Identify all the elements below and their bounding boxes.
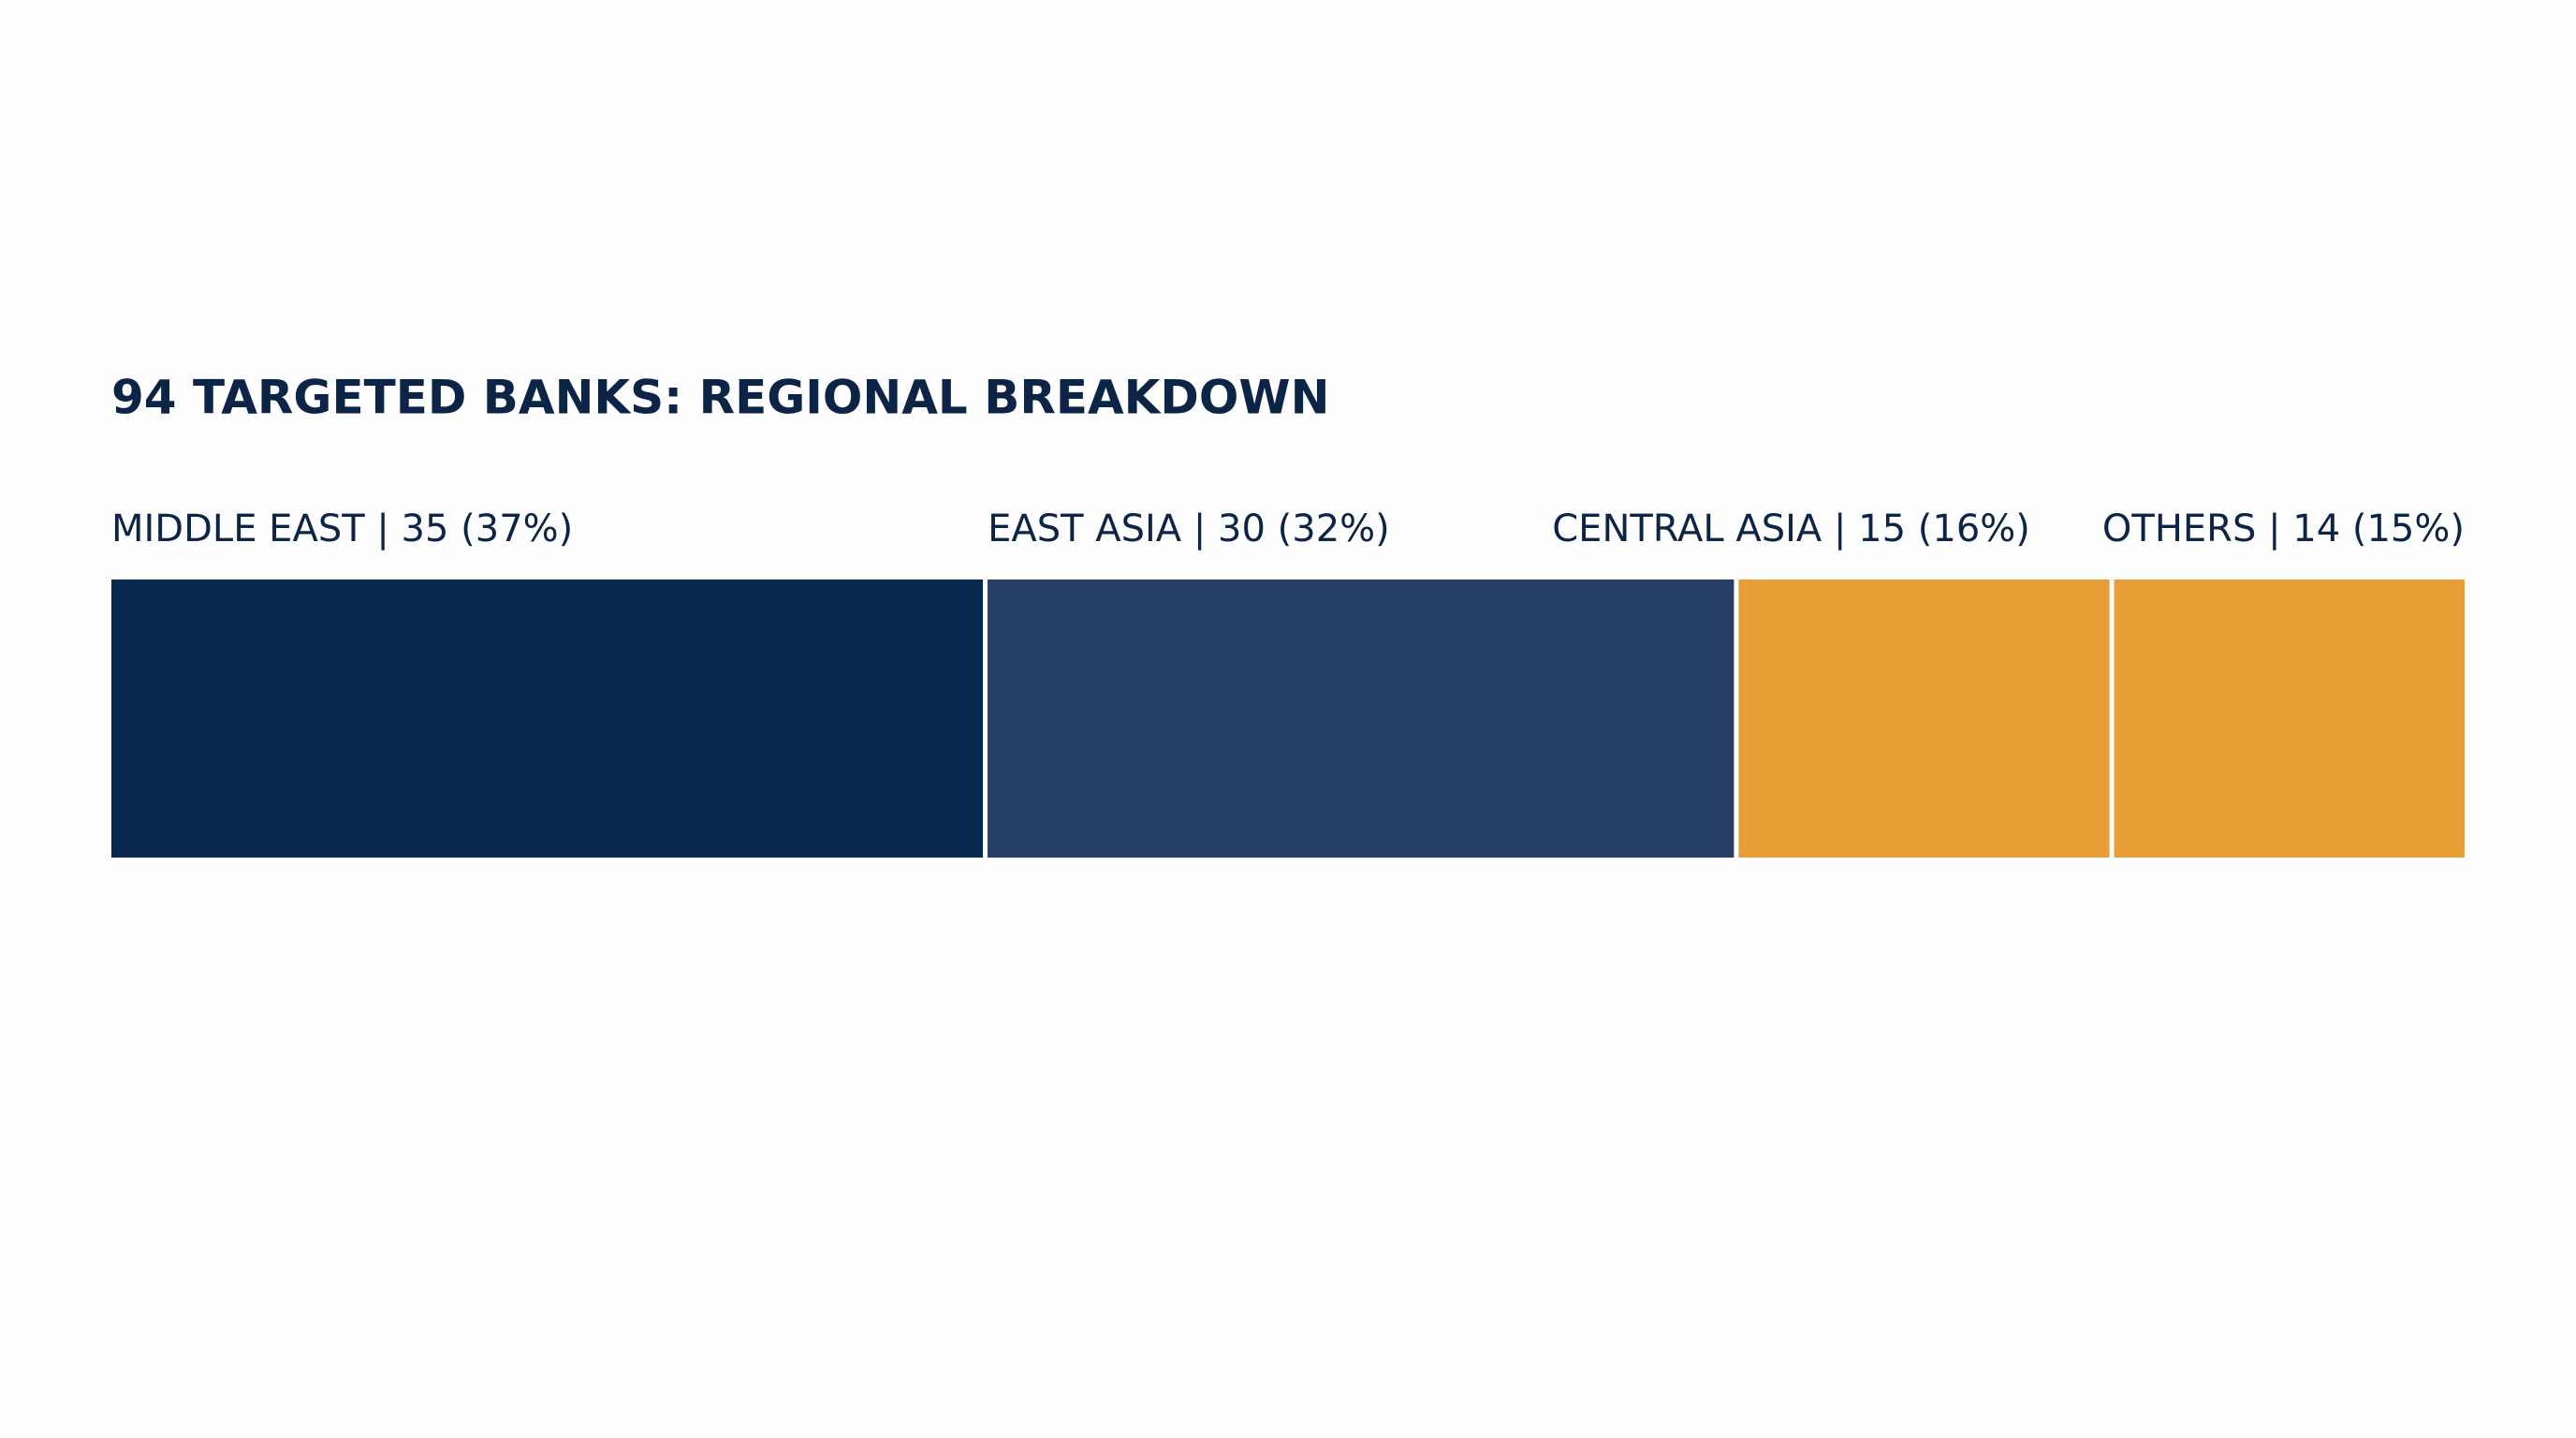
segment-label: CENTRAL ASIA | 15 (16%) bbox=[1552, 507, 2030, 550]
segment-label: MIDDLE EAST | 35 (37%) bbox=[111, 507, 573, 550]
bar-segment bbox=[1738, 580, 2110, 858]
chart-title: 94 TARGETED BANKS: REGIONAL BREAKDOWN bbox=[111, 371, 1329, 425]
bar-segment bbox=[111, 580, 984, 858]
segment-label: OTHERS | 14 (15%) bbox=[2102, 507, 2465, 550]
bar-segment bbox=[2114, 580, 2465, 858]
segment-label: EAST ASIA | 30 (32%) bbox=[988, 507, 1390, 550]
bar-segment bbox=[988, 580, 1734, 858]
